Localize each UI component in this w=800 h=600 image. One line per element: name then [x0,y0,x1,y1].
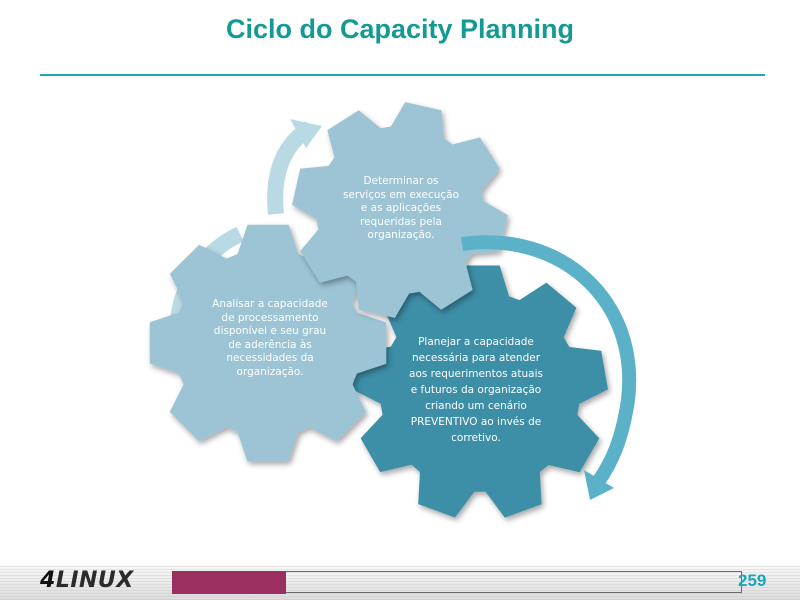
footer-stripes [0,564,800,600]
gear-plan-capacity [352,265,608,518]
gear-text-plan: Planejar a capacidade necessária para at… [409,336,543,444]
slide-title: Ciclo do Capacity Planning [225,14,575,44]
gear-determine-services [292,102,508,318]
logo-digit: 4 [40,568,56,593]
gear-analyze-capacity [149,224,387,462]
footer-accent-bar [172,571,286,594]
company-logo: 4LINUX [40,568,134,593]
footer-rule [286,571,741,593]
cycle-arrow-upper-head [290,119,322,148]
gear-text-determine: Determinar os serviços em execução e as … [342,175,460,241]
cycle-arrow-right-head [584,470,614,500]
cycle-arrow-right [461,235,637,487]
title-divider [40,74,765,76]
page-number: 259 [738,571,767,590]
gear-text-analyze: Analisar a capacidade de processamento d… [212,298,328,378]
logo-text: LINUX [55,568,134,593]
footer-tick [741,571,742,593]
footer-background [0,564,800,600]
